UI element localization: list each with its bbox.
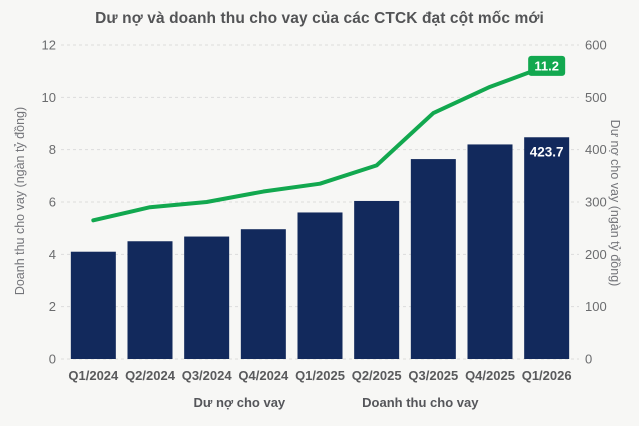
bar-value-label: 423.7	[530, 144, 564, 159]
line-doanh-thu-cho-vay	[91, 63, 549, 223]
left-axis-tick-label: 0	[49, 352, 56, 367]
bar-series-swatch	[161, 399, 187, 407]
legend-label: Dư nợ cho vay	[193, 395, 286, 410]
line-value-badge	[528, 55, 566, 76]
bar-du-no-cho-vay	[127, 241, 173, 359]
right-axis-tick-label: 500	[585, 90, 607, 105]
left-axis-tick-label: 4	[49, 247, 56, 262]
x-axis-label: Q4/2025	[465, 368, 515, 383]
left-axis-tick-label: 10	[42, 90, 56, 105]
x-axis-label: Q1/2024	[68, 368, 119, 383]
chart-title: Dư nợ và doanh thu cho vay của các CTCK …	[95, 10, 544, 27]
legend-item-doanh-thu-cho-vay[interactable]: Doanh thu cho vay	[327, 395, 478, 410]
bar-du-no-cho-vay	[184, 236, 230, 359]
legend: Dư nợ cho vay Doanh thu cho vay	[0, 395, 639, 410]
left-axis-tick-label: 8	[49, 142, 56, 157]
bar-du-no-cho-vay	[354, 200, 400, 359]
x-axis-label: Q1/2026	[522, 368, 572, 383]
legend-item-du-no-cho-vay[interactable]: Dư nợ cho vay	[161, 395, 286, 410]
right-axis-tick-label: 600	[585, 38, 607, 53]
bar-du-no-cho-vay	[70, 251, 116, 359]
bar-du-no-cho-vay	[410, 159, 456, 359]
x-axis-label: Q3/2024	[182, 368, 233, 383]
x-axis-label: Q2/2025	[352, 368, 402, 383]
left-axis-tick-label: 6	[49, 195, 56, 210]
line-value-label: 11.2	[534, 58, 559, 73]
x-axis-label: Q1/2025	[295, 368, 345, 383]
right-axis-tick-label: 200	[585, 247, 607, 262]
bar-du-no-cho-vay	[240, 229, 286, 359]
legend-label: Doanh thu cho vay	[362, 395, 479, 410]
x-axis-label: Q3/2025	[408, 368, 458, 383]
line-series-swatch	[327, 401, 355, 405]
bar-du-no-cho-vay	[467, 144, 513, 359]
bar-du-no-cho-vay	[297, 212, 343, 359]
right-axis-tick-label: 300	[585, 195, 607, 210]
right-axis-tick-label: 400	[585, 142, 607, 157]
right-axis-tick-label: 0	[585, 352, 592, 367]
x-axis-label: Q2/2024	[125, 368, 176, 383]
left-axis-tick-label: 12	[42, 38, 56, 53]
right-axis-tick-label: 100	[585, 299, 607, 314]
left-axis-tick-label: 2	[49, 299, 56, 314]
bar-du-no-cho-vay	[524, 137, 570, 359]
x-axis-label: Q4/2024	[238, 368, 289, 383]
